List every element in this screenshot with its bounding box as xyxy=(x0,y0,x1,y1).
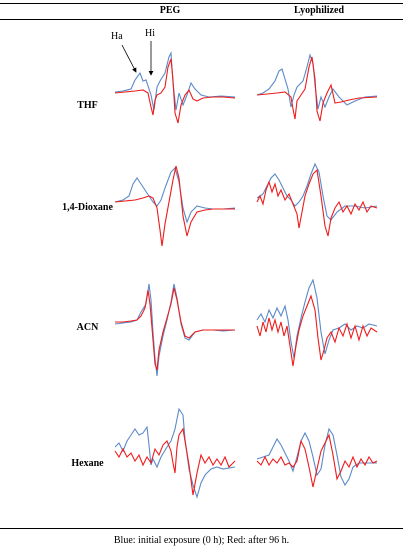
spectrum-lyophilized-thf xyxy=(256,53,378,122)
annotation-hi: Hi xyxy=(145,28,155,39)
spectrum-peg-thf xyxy=(114,50,236,124)
spectrum-peg-acn xyxy=(114,283,236,377)
row-label-hexane: Hexane xyxy=(71,458,104,469)
trace-initial xyxy=(256,53,378,110)
spectrum-lyophilized-hexane xyxy=(256,427,378,488)
header-rule xyxy=(0,19,403,20)
trace-after-96h xyxy=(115,287,235,371)
row-label-thf: THF xyxy=(77,100,98,111)
row-label-dioxane: 1,4-Dioxane xyxy=(62,202,113,213)
trace-initial xyxy=(114,166,236,224)
row-label-acn: ACN xyxy=(76,322,99,333)
spectrum-peg-hexane xyxy=(114,407,236,499)
arrow-ha xyxy=(121,44,137,73)
trace-initial xyxy=(256,162,378,221)
column-header-lyophilized: Lyophilized xyxy=(293,5,344,16)
trace-after-96h xyxy=(256,56,378,122)
spectrum-lyophilized-dioxane xyxy=(256,162,378,237)
trace-initial xyxy=(256,427,377,487)
trace-after-96h xyxy=(256,294,378,367)
top-rule xyxy=(0,3,403,4)
annotation-ha: Ha xyxy=(111,31,123,42)
trace-after-96h xyxy=(256,433,378,488)
spectrum-peg-dioxane xyxy=(114,165,236,247)
figure-caption: Blue: initial exposure (0 h); Red: after… xyxy=(113,535,290,546)
trace-initial xyxy=(114,407,236,499)
column-header-peg: PEG xyxy=(159,5,181,16)
trace-after-96h xyxy=(256,168,378,237)
bottom-rule xyxy=(0,528,403,529)
trace-after-96h xyxy=(114,427,236,496)
spectrum-lyophilized-acn xyxy=(256,278,378,367)
trace-after-96h xyxy=(114,165,235,247)
trace-after-96h xyxy=(114,58,236,124)
trace-initial xyxy=(114,50,236,111)
